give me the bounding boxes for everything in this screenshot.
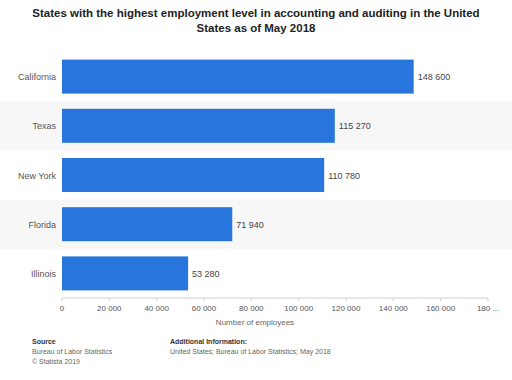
annotation: United States; Bureau of Labor Statistic…: [170, 348, 331, 356]
tick-label: 100 000: [284, 304, 313, 313]
annotation: Source: [32, 338, 56, 345]
tick-label: 20 000: [97, 304, 122, 313]
bar: [62, 207, 232, 241]
tick-label: 180 ...: [477, 304, 499, 313]
tick-label: 160 000: [426, 304, 455, 313]
data-label: 148 600: [418, 72, 451, 82]
tick: [251, 298, 252, 301]
annotation: Additional Information:: [170, 338, 247, 345]
category-label: Illinois: [31, 269, 57, 279]
tick-label: 40 000: [144, 304, 169, 313]
chart: States with the highest employment level…: [0, 0, 512, 380]
title-line: States as of May 2018: [197, 22, 317, 34]
tick-label: 0: [60, 304, 65, 313]
data-label: 53 280: [192, 269, 220, 279]
tick: [204, 298, 205, 301]
tick-label: 120 000: [332, 304, 361, 313]
tick: [346, 298, 347, 301]
tick-label: 80 000: [239, 304, 264, 313]
annotation: © Statista 2019: [32, 358, 80, 365]
category-label: New York: [18, 171, 57, 181]
tick: [440, 298, 441, 301]
data-label: 71 940: [236, 220, 264, 230]
bar: [62, 60, 414, 94]
category-label: Florida: [28, 220, 56, 230]
title-line: States with the highest employment level…: [32, 7, 479, 19]
tick: [62, 298, 63, 301]
tick: [109, 298, 110, 301]
bar: [62, 256, 188, 290]
annotation: Bureau of Labor Statistics: [32, 348, 113, 355]
tick-label: 60 000: [192, 304, 217, 313]
row-band: [0, 101, 512, 150]
category-label: California: [18, 72, 56, 82]
tick: [393, 298, 394, 301]
data-label: 110 780: [328, 171, 360, 181]
tick: [488, 298, 489, 301]
bar: [62, 109, 335, 143]
data-label: 115 270: [339, 121, 371, 131]
x-axis-line: [62, 298, 488, 299]
tick-label: 140 000: [379, 304, 408, 313]
bars: [62, 60, 414, 291]
bar: [62, 158, 324, 192]
title: States with the highest employment level…: [32, 7, 479, 34]
x-axis-title: Number of employees: [216, 318, 294, 327]
category-label: Texas: [32, 121, 56, 131]
tick: [156, 298, 157, 301]
tick: [298, 298, 299, 301]
row-band: [0, 200, 512, 249]
